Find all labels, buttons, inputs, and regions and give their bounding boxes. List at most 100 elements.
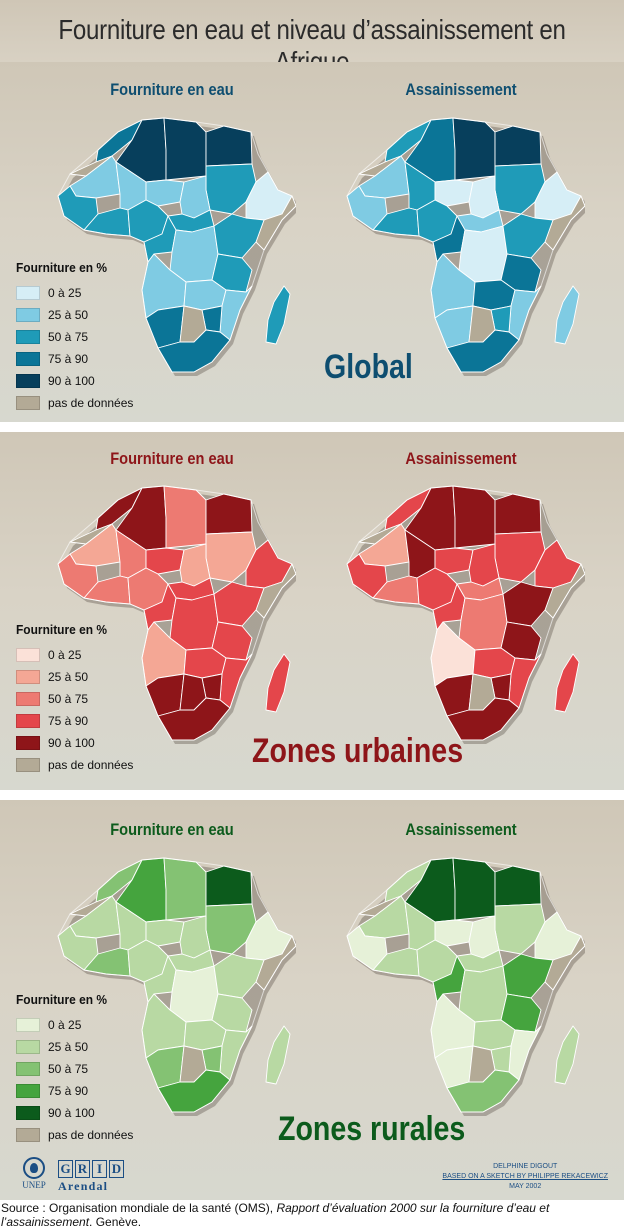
country-region xyxy=(434,919,474,947)
country-region xyxy=(205,125,253,167)
country-region xyxy=(434,179,474,207)
legend-swatch xyxy=(16,692,40,706)
legend-item: pas de données xyxy=(16,392,133,414)
legend-item: 50 à 75 xyxy=(16,688,133,710)
country-region xyxy=(179,915,211,959)
grid-letter: G xyxy=(58,1160,73,1178)
country-region xyxy=(205,865,253,907)
country-region xyxy=(265,653,291,713)
legend-swatch xyxy=(16,648,40,662)
grid-arendal-label: Arendal xyxy=(58,1179,109,1193)
credit-date: MAY 2002 xyxy=(509,1183,542,1190)
credit-author: DELPHINE DIGOUT xyxy=(493,1163,558,1170)
legend-item: pas de données xyxy=(16,1124,133,1146)
country-region xyxy=(554,285,580,345)
africa-map-sanitation xyxy=(346,117,585,376)
country-region xyxy=(452,857,496,921)
unep-logo: UNEP xyxy=(14,1157,54,1190)
map-title-sanitation: Assainissement xyxy=(405,820,517,839)
legend-label: 75 à 90 xyxy=(48,714,89,728)
legend-swatch xyxy=(16,396,40,410)
country-region xyxy=(145,179,185,207)
legend-item: pas de données xyxy=(16,754,133,776)
legend-label: pas de données xyxy=(48,758,134,772)
legend-swatch xyxy=(16,1106,40,1120)
country-region xyxy=(494,865,542,907)
africa-map-sanitation xyxy=(346,857,585,1116)
country-region xyxy=(554,653,580,713)
legend-item: 75 à 90 xyxy=(16,1080,133,1102)
unep-label: UNEP xyxy=(22,1180,46,1190)
legend: Fourniture en % 0 à 25 25 à 50 50 à 75 75 à … xyxy=(16,260,133,414)
legend-swatch xyxy=(16,736,40,750)
map-title-sanitation: Assainissement xyxy=(405,449,517,468)
africa-map-sanitation xyxy=(346,485,585,744)
country-region xyxy=(169,225,219,283)
country-region xyxy=(468,175,500,219)
legend-swatch xyxy=(16,352,40,366)
grid-letter: I xyxy=(92,1160,107,1178)
country-region xyxy=(179,543,211,587)
zone-label: Zones urbaines xyxy=(252,732,464,770)
africa-map-water xyxy=(57,857,296,1116)
legend-item: 0 à 25 xyxy=(16,1014,133,1036)
legend-swatch xyxy=(16,330,40,344)
country-region xyxy=(554,1025,580,1085)
legend-swatch xyxy=(16,670,40,684)
source-note: Source : Organisation mondiale de la san… xyxy=(0,1201,624,1229)
legend-swatch xyxy=(16,286,40,300)
legend-swatch xyxy=(16,714,40,728)
country-region xyxy=(163,857,207,921)
country-region xyxy=(468,543,500,587)
country-region xyxy=(434,547,474,575)
legend-label: 75 à 90 xyxy=(48,1084,89,1098)
page-title: Fourniture en eau et niveau d’assainisse… xyxy=(58,14,566,77)
country-region xyxy=(265,1025,291,1085)
legend-swatch xyxy=(16,1040,40,1054)
country-region xyxy=(145,919,185,947)
country-region xyxy=(494,125,542,167)
legend-label: 90 à 100 xyxy=(48,1106,95,1120)
legend-swatch xyxy=(16,758,40,772)
legend-label: pas de données xyxy=(48,396,134,410)
legend-label: 0 à 25 xyxy=(48,1018,82,1032)
country-region xyxy=(169,593,219,651)
legend-label: 25 à 50 xyxy=(48,1040,89,1054)
legend-swatch xyxy=(16,374,40,388)
map-title-water: Fourniture en eau xyxy=(110,449,234,468)
zone-label: Global xyxy=(324,348,413,386)
map-title-water: Fourniture en eau xyxy=(110,80,234,99)
source-suffix: . Genève. xyxy=(89,1215,142,1229)
legend-swatch xyxy=(16,1128,40,1142)
legend-label: 0 à 25 xyxy=(48,648,82,662)
credit-block: DELPHINE DIGOUT BASED ON A SKETCH BY PHI… xyxy=(442,1162,608,1192)
credit-based-on: BASED ON A SKETCH BY PHILIPPE REKACEWICZ xyxy=(442,1173,608,1180)
legend-swatch xyxy=(16,308,40,322)
legend-item: 75 à 90 xyxy=(16,710,133,732)
legend-label: 90 à 100 xyxy=(48,374,95,388)
country-region xyxy=(452,485,496,549)
country-region xyxy=(205,493,253,535)
country-region xyxy=(452,117,496,181)
legend-item: 25 à 50 xyxy=(16,1036,133,1058)
legend-item: 50 à 75 xyxy=(16,326,133,348)
country-region xyxy=(169,965,219,1023)
legend-label: 75 à 90 xyxy=(48,352,89,366)
un-emblem-icon xyxy=(23,1157,45,1179)
country-region xyxy=(179,175,211,219)
legend-label: 90 à 100 xyxy=(48,736,95,750)
legend-item: 25 à 50 xyxy=(16,666,133,688)
legend: Fourniture en % 0 à 25 25 à 50 50 à 75 75 à … xyxy=(16,622,133,776)
country-region xyxy=(458,965,508,1023)
legend-item: 25 à 50 xyxy=(16,304,133,326)
legend-swatch xyxy=(16,1062,40,1076)
legend-item: 90 à 100 xyxy=(16,732,133,754)
legend-label: pas de données xyxy=(48,1128,134,1142)
legend-swatch xyxy=(16,1018,40,1032)
africa-map-water xyxy=(57,117,296,376)
legend-item: 90 à 100 xyxy=(16,370,133,392)
country-region xyxy=(468,915,500,959)
country-region xyxy=(163,485,207,549)
africa-map-water xyxy=(57,485,296,744)
panel-global: Fourniture en eau Assainissement Fournit… xyxy=(0,62,624,422)
